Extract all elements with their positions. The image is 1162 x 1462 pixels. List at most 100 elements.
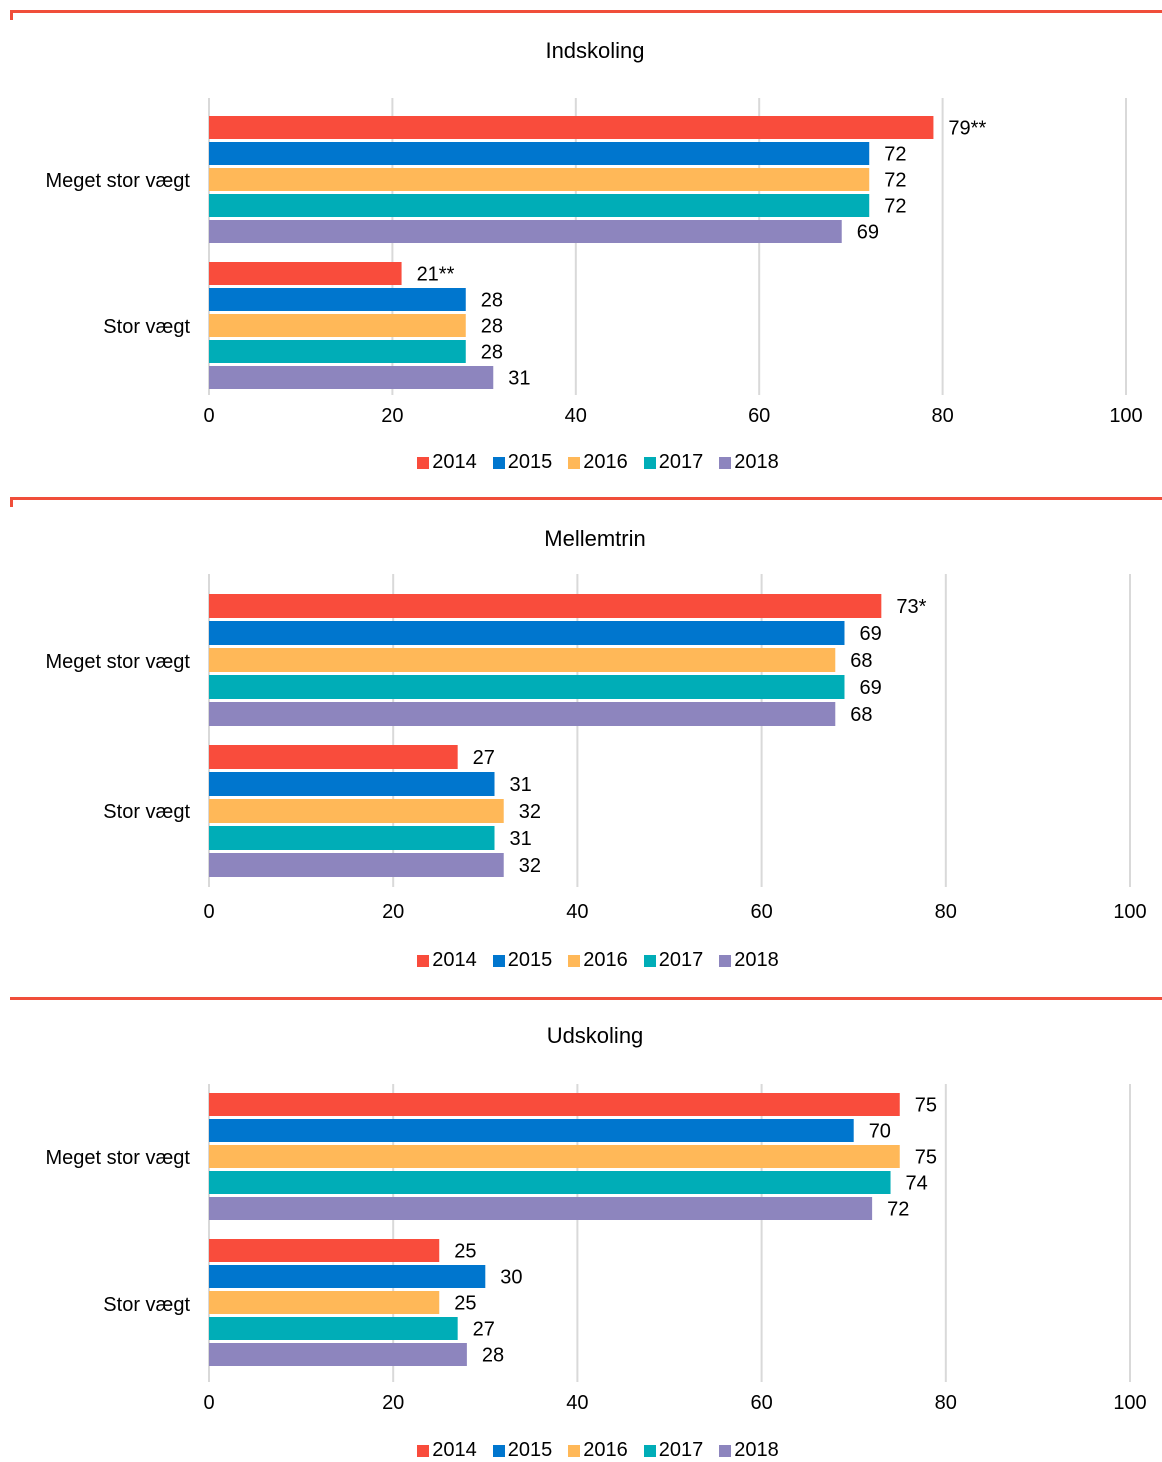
legend-entry: 2015	[492, 949, 553, 972]
legend-swatch	[568, 1444, 581, 1457]
legend-label: 2017	[658, 451, 704, 473]
legend-label: 2014	[432, 1439, 477, 1461]
legend-entry: 2015	[492, 1439, 553, 1462]
bar-chart-mellemtrin: 0 20 40 60 80 100 Meget stor vægt Stor vægt 73* 6…	[45, 574, 1147, 923]
legend-label: 2014	[432, 451, 477, 473]
data-label: 75	[915, 1147, 937, 1169]
data-label: 73*	[896, 596, 926, 618]
legend-swatch	[492, 456, 505, 469]
chart-title: Mellemtrin	[544, 526, 646, 551]
data-label: 28	[481, 316, 503, 338]
legend-swatch	[568, 954, 581, 967]
x-tick-label: 40	[565, 405, 587, 427]
data-label: 75	[915, 1095, 937, 1117]
bar-chart-indskoling: 0 20 40 60 80 100 Meget stor vægt Stor vægt 79**…	[45, 98, 1143, 427]
bar	[209, 168, 870, 191]
data-label: 27	[473, 1319, 495, 1341]
bar-chart-udskoling: 0 20 40 60 80 100 Meget stor vægt Stor vægt 75 70…	[45, 1084, 1147, 1414]
panel-divider	[10, 10, 1162, 13]
x-tick-label: 80	[935, 901, 957, 923]
category-label: Meget stor vægt	[45, 1147, 190, 1169]
legend-label: 2017	[658, 949, 704, 971]
category-label: Meget stor vægt	[45, 170, 190, 192]
data-label: 72	[887, 1199, 909, 1221]
data-label: 30	[500, 1267, 522, 1289]
bar	[209, 675, 845, 699]
data-label: 69	[859, 623, 881, 645]
bar	[209, 702, 836, 726]
data-label: 74	[906, 1173, 928, 1195]
legend-swatch	[719, 1444, 732, 1457]
bar	[209, 194, 870, 217]
bar	[209, 1197, 873, 1220]
chart-title: Indskoling	[545, 38, 645, 63]
data-label: 25	[454, 1293, 476, 1315]
bar	[209, 116, 934, 139]
legend-entry: 2017	[643, 949, 704, 972]
chart-legend: 2014 2015 2016 2017 2018	[0, 949, 1162, 972]
bar	[209, 594, 882, 618]
bar	[209, 1119, 854, 1142]
chart-legend: 2014 2015 2016 2017 2018	[0, 451, 1162, 474]
legend-label: 2015	[507, 451, 553, 473]
legend-swatch	[719, 954, 732, 967]
legend-swatch	[492, 954, 505, 967]
data-label: 72	[884, 196, 906, 218]
panel-divider-tick	[10, 10, 13, 20]
category-label: Stor vægt	[103, 316, 190, 338]
data-label: 69	[857, 222, 879, 244]
legend-entry: 2018	[719, 451, 779, 474]
legend-label: 2018	[734, 451, 779, 473]
data-label: 31	[508, 368, 530, 390]
data-label: 31	[510, 828, 532, 850]
legend-entry: 2014	[417, 451, 477, 474]
bar	[209, 772, 495, 796]
bar	[209, 1093, 900, 1116]
bar	[209, 1265, 486, 1288]
legend-label: 2018	[734, 1439, 779, 1461]
data-label: 32	[519, 801, 541, 823]
legend-swatch	[643, 456, 656, 469]
x-tick-label: 20	[382, 1392, 404, 1414]
legend-entry: 2016	[568, 451, 628, 474]
category-label: Meget stor vægt	[45, 651, 190, 673]
panel-divider	[10, 997, 1162, 1000]
legend-label: 2016	[583, 451, 628, 473]
bar	[209, 1145, 900, 1168]
legend-entry: 2018	[719, 1439, 779, 1462]
x-tick-label: 100	[1113, 901, 1146, 923]
legend-entry: 2015	[492, 451, 553, 474]
legend-label: 2017	[658, 1439, 704, 1461]
category-label: Stor vægt	[103, 1294, 190, 1316]
bar	[209, 262, 402, 285]
data-label: 28	[482, 1345, 504, 1367]
x-tick-label: 100	[1113, 1392, 1146, 1414]
bar	[209, 1291, 440, 1314]
x-tick-label: 40	[566, 1392, 588, 1414]
data-label: 72	[884, 144, 906, 166]
legend-swatch	[643, 954, 656, 967]
x-tick-label: 60	[750, 1392, 772, 1414]
x-tick-label: 80	[931, 405, 953, 427]
legend-label: 2018	[734, 949, 779, 971]
data-label: 69	[859, 677, 881, 699]
x-tick-label: 0	[203, 405, 214, 427]
bar	[209, 648, 836, 672]
legend-label: 2016	[583, 1439, 628, 1461]
data-label: 28	[481, 342, 503, 364]
data-label: 68	[850, 650, 872, 672]
legend-label: 2015	[507, 1439, 553, 1461]
data-label: 70	[869, 1121, 891, 1143]
legend-swatch	[417, 954, 430, 967]
panel-divider	[10, 497, 1162, 500]
legend-entry: 2014	[417, 949, 477, 972]
legend-label: 2015	[507, 949, 553, 971]
x-tick-label: 80	[935, 1392, 957, 1414]
chart-legend: 2014 2015 2016 2017 2018	[0, 1439, 1162, 1462]
bar	[209, 1317, 458, 1340]
bar	[209, 826, 495, 850]
data-label: 32	[519, 855, 541, 877]
legend-entry: 2016	[568, 949, 628, 972]
data-label: 72	[884, 170, 906, 192]
x-tick-label: 0	[203, 901, 214, 923]
